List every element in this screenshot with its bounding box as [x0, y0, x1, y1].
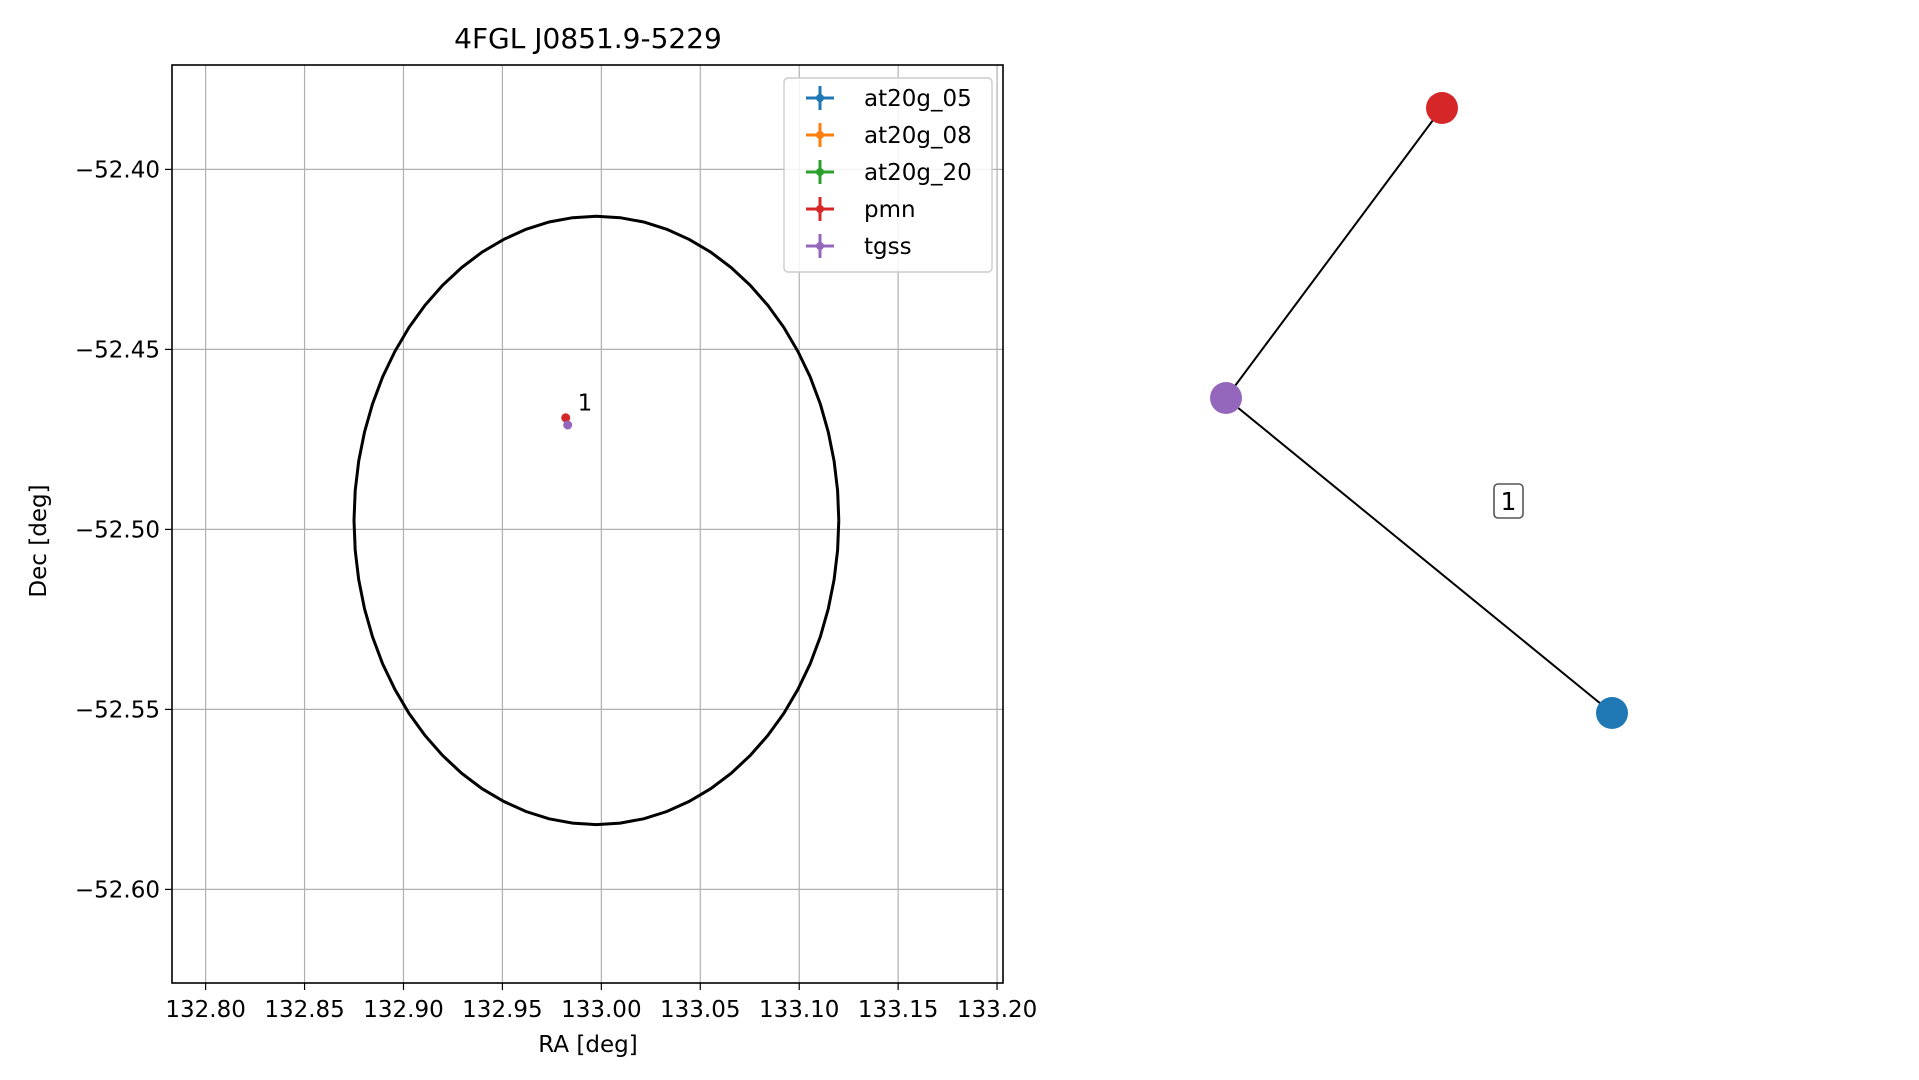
graph-edge	[1225, 397, 1613, 714]
legend-frame	[783, 77, 993, 273]
x-axis-label: RA [deg]	[538, 1032, 637, 1058]
sky-map-panel: 4FGL J0851.9-5229 1 132.80 132.85 132.90 13…	[26, 22, 1037, 1058]
legend-dot-pmn	[816, 205, 824, 213]
graph-label-box: 1	[1493, 483, 1524, 519]
x-tick-label: 132.85	[264, 997, 344, 1023]
x-tick-label: 132.80	[165, 997, 245, 1023]
legend-label-pmn: pmn	[864, 197, 916, 223]
x-tick-label: 133.20	[957, 997, 1037, 1023]
legend-dot-at20g_05	[816, 94, 824, 102]
chart-title: 4FGL J0851.9-5229	[454, 22, 722, 55]
x-ticks: 132.80 132.85 132.90 132.95 133.00 133.05 133.…	[165, 983, 1037, 1023]
graph-nodes	[1210, 92, 1628, 729]
graph-node-pmn	[1426, 92, 1458, 124]
legend-label-at20g_08: at20g_08	[864, 123, 972, 149]
legend-label-at20g_05: at20g_05	[864, 86, 972, 112]
legend-dot-at20g_08	[816, 131, 824, 139]
y-ticks: −52.40 −52.45 −52.50 −52.55 −52.60	[75, 157, 172, 903]
point-annotation: 1	[578, 391, 593, 417]
x-tick-label: 133.10	[759, 997, 839, 1023]
x-tick-label: 132.90	[363, 997, 443, 1023]
legend-label-tgss: tgss	[864, 234, 912, 260]
annotations: 1	[578, 391, 593, 417]
y-tick-label: −52.50	[75, 517, 160, 543]
legend-dot-at20g_20	[816, 168, 824, 176]
x-tick-label: 133.05	[660, 997, 740, 1023]
x-tick-label: 133.15	[858, 997, 938, 1023]
source-points	[561, 413, 573, 430]
point-tgss	[563, 420, 573, 430]
legend-dot-tgss	[816, 242, 824, 250]
x-tick-label: 133.00	[561, 997, 641, 1023]
y-tick-label: −52.40	[75, 157, 160, 183]
graph-edges	[1225, 107, 1613, 714]
y-axis-label: Dec [deg]	[26, 484, 52, 597]
y-tick-label: −52.45	[75, 337, 160, 363]
y-tick-label: −52.60	[75, 877, 160, 903]
x-tick-label: 132.95	[462, 997, 542, 1023]
localization-ellipse	[352, 214, 841, 827]
legend-label-at20g_20: at20g_20	[864, 160, 972, 186]
graph-edge	[1225, 107, 1443, 399]
graph-label-frame	[1493, 483, 1524, 519]
plot-frame	[171, 64, 1004, 984]
graph-node-at20g_05	[1596, 697, 1628, 729]
graph-node-tgss	[1210, 382, 1242, 414]
point-pmn	[561, 413, 571, 423]
ellipse-outline	[352, 214, 841, 827]
network-graph-panel: 1	[1210, 92, 1628, 729]
graph-label: 1	[1501, 487, 1517, 516]
grid	[172, 65, 1003, 983]
y-tick-label: −52.55	[75, 697, 160, 723]
